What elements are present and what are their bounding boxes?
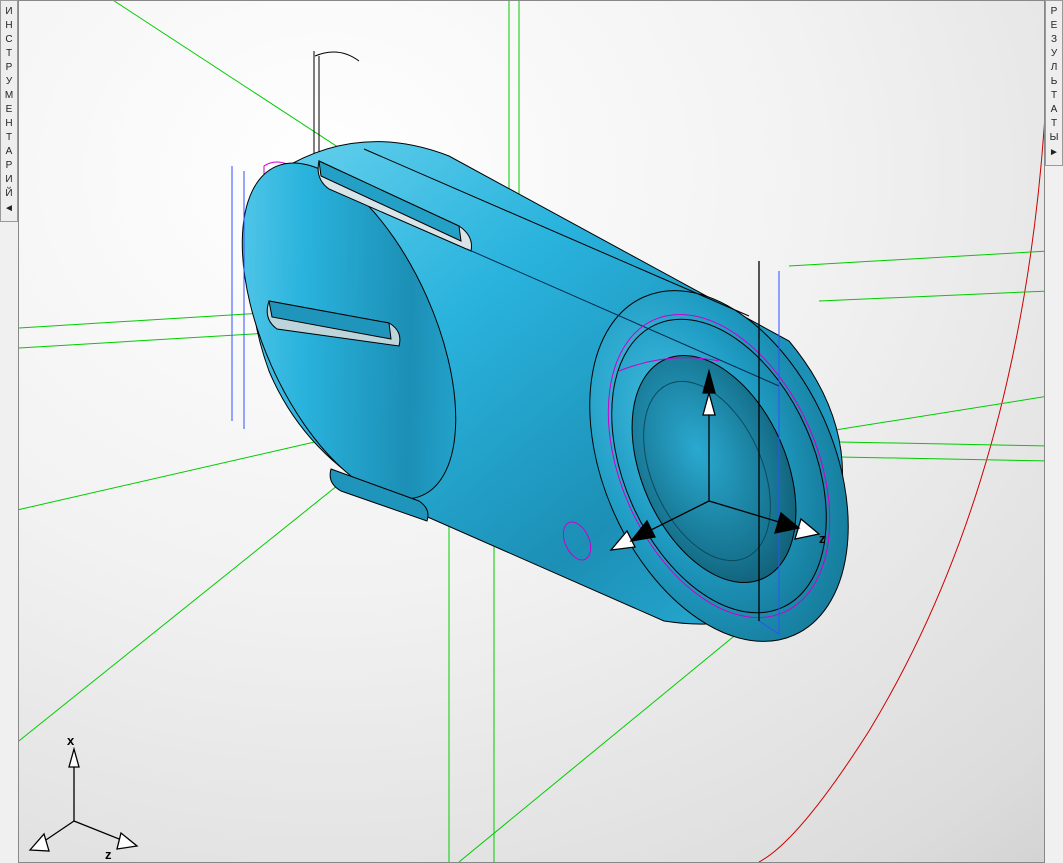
panel-tab-letter: Ы xyxy=(1050,131,1059,145)
panel-collapse-arrow-icon: ◄ xyxy=(4,203,14,214)
panel-tab-letter: Е xyxy=(6,103,13,117)
panel-tab-letter: Р xyxy=(6,159,13,173)
part-axis-z-label: z xyxy=(819,531,826,546)
panel-tab-letter: С xyxy=(5,33,12,47)
world-axis-x-label: x xyxy=(67,733,74,748)
panel-tab-letter: Ь xyxy=(1051,75,1058,89)
panel-tab-letter: Р xyxy=(6,61,13,75)
panel-tab-letter: Л xyxy=(1051,61,1058,75)
world-axis-z-label: z xyxy=(105,847,112,862)
cad-scene[interactable] xyxy=(19,1,1045,862)
panel-tab-letter: Т xyxy=(6,47,12,61)
panel-tab-letter: Е xyxy=(1051,19,1058,33)
right-results-panel-tab[interactable]: РЕЗУЛЬТАТЫ► xyxy=(1045,0,1063,166)
panel-tab-letter: А xyxy=(6,145,13,159)
world-origin-triad xyxy=(30,749,137,851)
panel-tab-letter: Т xyxy=(6,131,12,145)
panel-tab-letter: У xyxy=(6,75,12,89)
panel-tab-letter: М xyxy=(5,89,13,103)
panel-tab-letter: И xyxy=(5,5,12,19)
panel-tab-letter: Н xyxy=(5,19,12,33)
cad-viewport[interactable]: x z z xyxy=(18,0,1045,863)
panel-tab-letter: Т xyxy=(1051,117,1057,131)
panel-tab-letter: Т xyxy=(1051,89,1057,103)
left-tool-panel-tab[interactable]: ИНСТРУМЕНТАРИЙ◄ xyxy=(0,0,18,222)
cad-solid-body[interactable] xyxy=(198,132,899,682)
panel-tab-letter: Р xyxy=(1051,5,1058,19)
panel-collapse-arrow-icon: ► xyxy=(1049,147,1059,158)
panel-tab-letter: У xyxy=(1051,47,1057,61)
panel-tab-letter: И xyxy=(5,173,12,187)
panel-tab-letter: Й xyxy=(5,187,12,201)
panel-tab-letter: З xyxy=(1051,33,1057,47)
panel-tab-letter: А xyxy=(1051,103,1058,117)
panel-tab-letter: Н xyxy=(5,117,12,131)
